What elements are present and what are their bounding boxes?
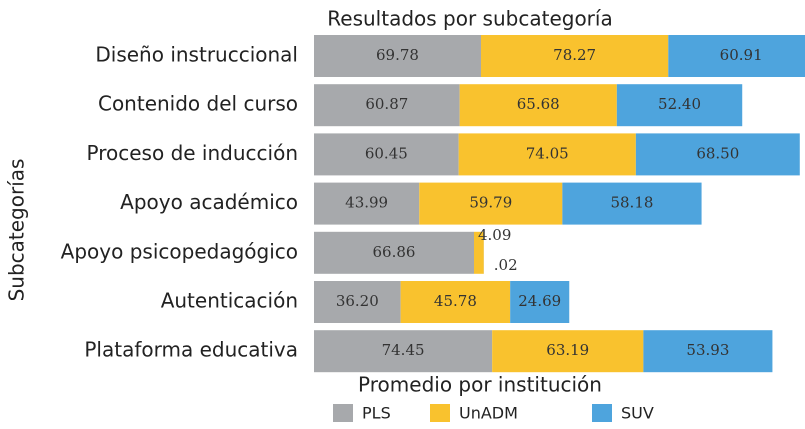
category-label: Proceso de inducción: [87, 141, 298, 165]
value-label: 74.05: [526, 144, 569, 162]
bar-segment: [473, 231, 484, 274]
bar-segment: [459, 84, 617, 127]
bar-segment: [492, 330, 644, 373]
bar-segment: [480, 35, 669, 77]
category-label: Apoyo académico: [120, 190, 298, 214]
y-axis-title: Subcategorías: [5, 159, 29, 302]
bar-segment: [314, 182, 420, 225]
chart-title: Resultados por subcategoría: [327, 7, 612, 31]
bar-segment: [643, 330, 773, 373]
bar-segment: [510, 281, 570, 323]
value-label: .02: [494, 256, 518, 274]
value-label: 4.09: [478, 226, 511, 244]
value-label: 60.87: [365, 95, 408, 113]
value-label: 45.78: [434, 292, 477, 310]
value-label: 69.78: [376, 46, 419, 64]
value-label: 24.69: [518, 292, 561, 310]
value-label: 66.86: [373, 243, 416, 261]
x-axis-title: Promedio por institución: [358, 373, 602, 397]
bar-segment: [635, 133, 800, 176]
value-label: 74.45: [382, 341, 425, 359]
value-label: 60.91: [720, 46, 763, 64]
bar-segment: [458, 133, 636, 176]
category-label: Autenticación: [161, 289, 298, 313]
value-label: 60.45: [365, 144, 408, 162]
legend-label: UnADM: [459, 404, 518, 423]
category-label: Contenido del curso: [98, 92, 298, 116]
legend-swatch: [592, 404, 612, 422]
bar-segment: [562, 182, 702, 225]
value-label: 52.40: [658, 95, 701, 113]
bar-segment: [419, 182, 563, 225]
value-label: 68.50: [696, 144, 739, 162]
bar-segment: [314, 231, 474, 274]
value-label: 78.27: [553, 46, 596, 64]
value-label: 59.79: [469, 194, 512, 212]
bar-segment: [314, 133, 459, 176]
bar-segment: [314, 84, 460, 127]
value-label: 63.19: [546, 341, 589, 359]
legend-label: SUV: [621, 404, 654, 423]
bar-segment: [314, 281, 401, 323]
bar-segment: [616, 84, 743, 127]
value-label: 53.93: [686, 341, 729, 359]
category-label: Plataforma educativa: [84, 338, 298, 362]
value-label: 43.99: [345, 194, 388, 212]
value-label: 65.68: [517, 95, 560, 113]
category-label: Apoyo psicopedagógico: [61, 239, 298, 263]
value-label: 36.20: [336, 292, 379, 310]
bar-segment: [668, 35, 805, 77]
legend-swatch: [333, 404, 353, 422]
bar-segment: [314, 35, 481, 77]
legend-label: PLS: [362, 404, 391, 423]
bar-segment: [314, 330, 493, 373]
category-label: Diseño instruccional: [95, 43, 298, 67]
value-label: 58.18: [610, 194, 653, 212]
bar-segment: [400, 281, 511, 323]
legend-swatch: [430, 404, 450, 422]
